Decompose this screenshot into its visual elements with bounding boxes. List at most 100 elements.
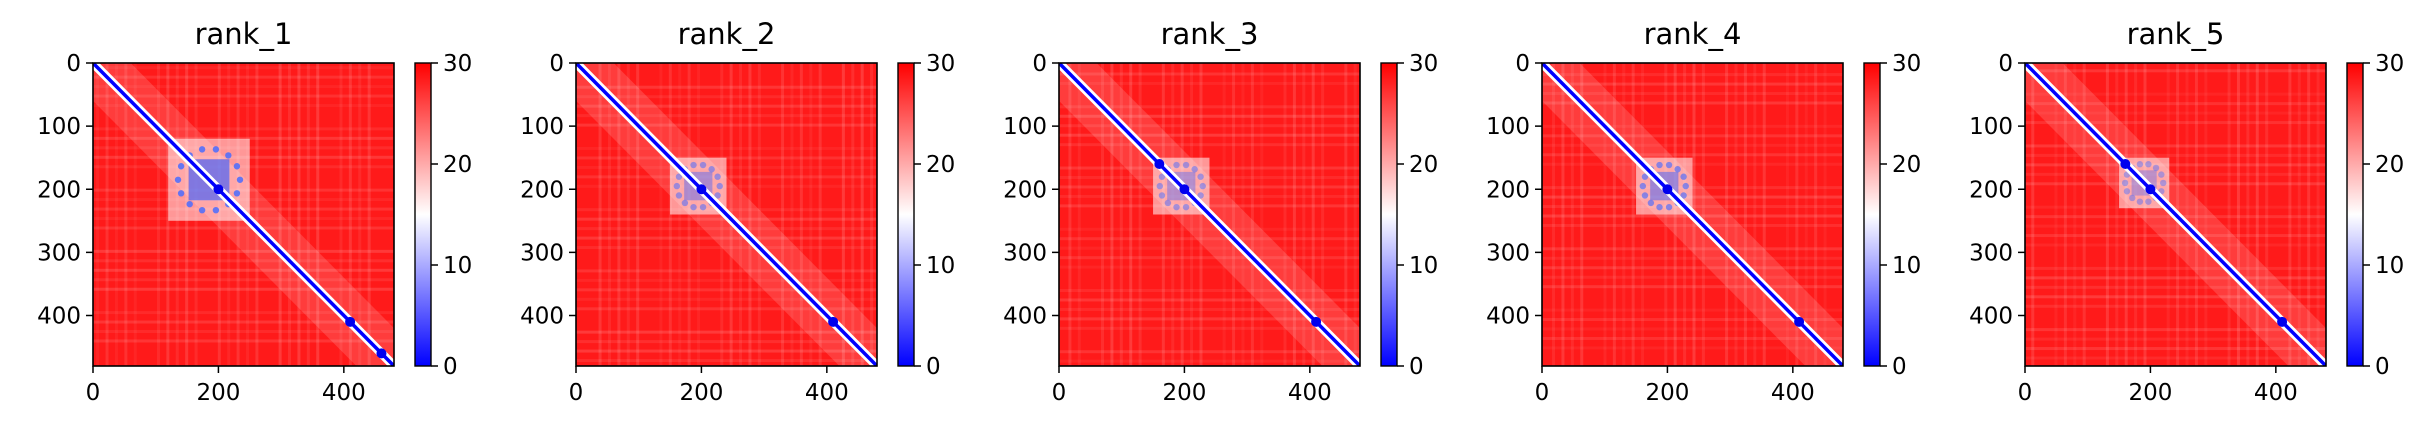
- heatmap-texture-row: [1059, 114, 1360, 118]
- heatmap-texture-column: [2297, 63, 2301, 366]
- heatmap-texture-column: [659, 63, 663, 366]
- heatmap-texture-column: [851, 63, 855, 366]
- heatmap-texture-column: [1785, 63, 1789, 366]
- panel-title: rank_3: [1161, 17, 1259, 51]
- heatmap-texture-row: [93, 85, 394, 89]
- heatmap-texture-column: [1631, 63, 1635, 366]
- heatmap-texture-row: [576, 340, 877, 344]
- heatmap-texture-row: [2025, 111, 2326, 115]
- heatmap-texture-column: [799, 63, 803, 366]
- domain-speckle: [1199, 182, 1206, 190]
- domain-speckle: [1158, 173, 1166, 180]
- domain-speckle: [198, 146, 206, 153]
- y-tick-label: 300: [1969, 240, 2013, 266]
- diagonal-minimum: [1179, 184, 1190, 195]
- heatmap-texture-column: [809, 63, 813, 366]
- heatmap-texture-column: [166, 63, 170, 366]
- diagonal-minimum: [2145, 184, 2156, 195]
- colorbar-tick-label: 0: [926, 354, 941, 380]
- y-tick-label: 100: [37, 114, 81, 140]
- heatmap-texture-column: [2115, 63, 2119, 366]
- domain-speckle: [198, 206, 206, 214]
- heatmap-texture-row: [576, 269, 877, 273]
- heatmap-texture-column: [2194, 63, 2198, 366]
- x-tick-label: 200: [196, 380, 240, 406]
- colorbar-tick-label: 20: [926, 152, 955, 178]
- colorbar-tick-label: 0: [2375, 354, 2390, 380]
- diagonal-minimum: [2277, 316, 2288, 327]
- y-tick-label: 100: [1003, 114, 1047, 140]
- heatmap-texture-column: [1068, 63, 1072, 366]
- domain-speckle: [1173, 203, 1180, 211]
- heatmap-texture-row: [1059, 246, 1360, 250]
- domain-speckle: [2121, 179, 2129, 187]
- heatmap-panel-1: rank_1 0 200 400 0 100 200 300 400 0 10 20 30: [37, 17, 472, 406]
- domain-speckle: [1656, 161, 1663, 169]
- heatmap-texture-row: [1059, 298, 1360, 302]
- x-tick-label: 400: [1771, 380, 1815, 406]
- heatmap-texture-row: [576, 330, 877, 334]
- heatmap-texture-column: [1232, 63, 1236, 366]
- heatmap-texture-row: [1059, 72, 1360, 76]
- heatmap-texture-column: [1603, 63, 1607, 366]
- heatmap-texture-column: [1570, 63, 1574, 366]
- domain-speckle: [1197, 192, 1204, 199]
- heatmap-texture-column: [860, 63, 864, 366]
- heatmap-texture-row: [93, 104, 394, 108]
- heatmap-texture-column: [2246, 63, 2250, 366]
- domain-speckle: [1191, 166, 1198, 173]
- colorbar: [897, 62, 915, 367]
- y-tick-label: 0: [66, 51, 81, 77]
- heatmap-texture-row: [576, 146, 877, 150]
- domain-speckle: [2160, 179, 2167, 187]
- x-tick-label: 0: [1052, 380, 1067, 406]
- domain-speckle: [2136, 198, 2144, 205]
- heatmap-texture-row: [2025, 69, 2326, 73]
- heatmap-texture-row: [2025, 224, 2326, 228]
- heatmap-texture-row: [93, 249, 394, 253]
- heatmap-texture-row: [2025, 163, 2326, 167]
- heatmap-texture-column: [2316, 63, 2320, 366]
- heatmap-texture-column: [617, 63, 621, 366]
- heatmap-texture-row: [576, 349, 877, 353]
- x-tick-label: 200: [1645, 380, 1689, 406]
- heatmap-texture-column: [2236, 63, 2240, 366]
- heatmap-texture-row: [93, 226, 394, 230]
- colorbar-tick-label: 0: [1409, 354, 1424, 380]
- heatmap-panel-5: rank_5 0 200 400 0 100 200 300 400 0 10 20 30: [1969, 17, 2404, 406]
- heatmap-texture-row: [93, 268, 394, 272]
- domain-speckle: [1674, 166, 1681, 173]
- domain-speckle: [2123, 188, 2131, 195]
- heatmap-texture-row: [93, 287, 394, 291]
- heatmap-texture-row: [1542, 318, 1843, 322]
- heatmap-texture-column: [1795, 63, 1799, 366]
- heatmap-texture-row: [1059, 124, 1360, 128]
- colorbar-tick-label: 20: [2375, 152, 2404, 178]
- diagonal-minimum: [2120, 159, 2131, 169]
- axes-frame: [2024, 62, 2327, 367]
- heatmap-texture-column: [339, 63, 343, 366]
- heatmap-texture-column: [278, 63, 282, 366]
- domain-speckle: [2158, 171, 2165, 178]
- domain-speckle: [1182, 203, 1190, 211]
- heatmap-texture-row: [576, 278, 877, 282]
- heatmap-texture-row: [93, 311, 394, 315]
- colorbar-tick-label: 0: [1892, 354, 1907, 380]
- heatmap-texture-row: [2025, 172, 2326, 176]
- heatmap-texture-column: [2082, 63, 2086, 366]
- y-tick-label: 200: [520, 177, 564, 203]
- axes-frame: [1058, 62, 1361, 367]
- heatmap-texture-column: [2143, 63, 2147, 366]
- heatmap-texture-column: [297, 63, 301, 366]
- heatmap-texture-column: [2255, 63, 2259, 366]
- domain-speckle: [225, 152, 232, 159]
- diagonal-minimum: [345, 316, 356, 327]
- heatmap-texture-column: [2054, 63, 2058, 366]
- x-tick-label: 400: [322, 380, 366, 406]
- panel-title: rank_4: [1644, 17, 1742, 51]
- heatmap-texture-row: [1542, 266, 1843, 270]
- y-tick-label: 200: [1486, 177, 1530, 203]
- heatmap-texture-row: [1542, 223, 1843, 227]
- heatmap-texture-column: [255, 63, 259, 366]
